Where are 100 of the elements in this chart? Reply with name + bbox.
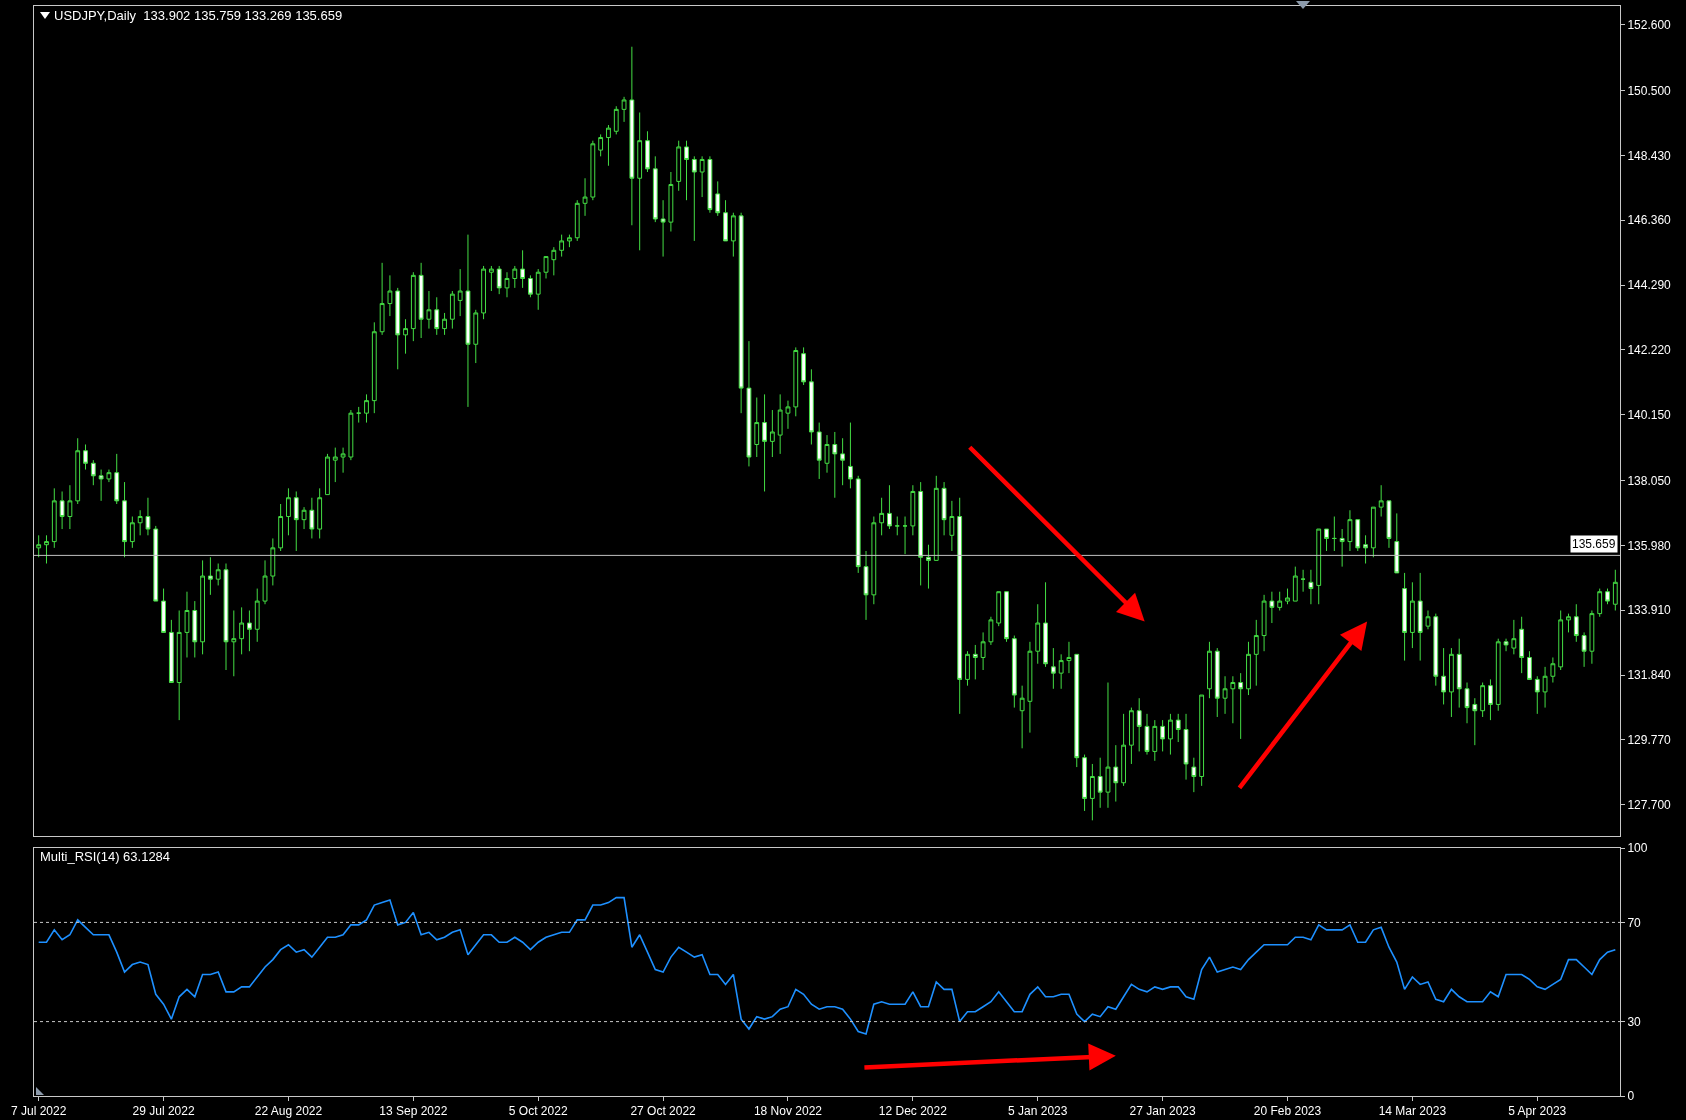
- candlestick: [1183, 713, 1189, 781]
- candlestick: [442, 312, 447, 336]
- candlestick: [933, 475, 939, 561]
- candlestick: [481, 265, 486, 320]
- candlestick: [676, 140, 682, 192]
- candlestick: [1566, 613, 1571, 633]
- candlestick: [988, 616, 994, 646]
- candlestick: [972, 644, 978, 680]
- candlestick: [434, 296, 440, 336]
- candlestick: [1105, 682, 1111, 809]
- candlestick: [1019, 685, 1025, 749]
- candlestick: [1503, 638, 1509, 652]
- candlestick: [270, 537, 276, 586]
- candlestick: [1074, 653, 1080, 768]
- candlestick: [840, 437, 846, 486]
- candlestick: [1175, 713, 1181, 743]
- candlestick: [660, 199, 666, 258]
- candlestick: [1542, 666, 1548, 709]
- candlestick: [1043, 581, 1048, 668]
- candlestick: [1331, 516, 1337, 552]
- x-tick-label: 14 Mar 2023: [1378, 1104, 1447, 1119]
- candlestick: [965, 650, 970, 687]
- candlestick: [957, 497, 963, 715]
- candlestick: [1456, 638, 1462, 709]
- candlestick: [340, 447, 346, 474]
- candlestick: [379, 262, 385, 336]
- candlestick: [738, 212, 744, 414]
- candlestick: [1199, 694, 1205, 787]
- candlestick: [114, 453, 120, 505]
- y-tick-label: 152.600: [1627, 17, 1672, 32]
- candlestick: [1277, 591, 1283, 611]
- candlestick: [1589, 609, 1595, 665]
- candlestick: [1324, 528, 1329, 552]
- candlestick: [215, 563, 221, 586]
- candlestick: [1363, 534, 1368, 565]
- candlestick: [941, 481, 947, 536]
- candlestick: [1261, 594, 1267, 652]
- y-tick-label: 127.700: [1627, 797, 1672, 812]
- candlestick: [1230, 675, 1236, 724]
- candlestick: [1386, 500, 1392, 549]
- x-tick-label: 29 Jul 2022: [132, 1104, 195, 1119]
- y-tick-label: 144.290: [1627, 278, 1672, 293]
- candlestick: [168, 619, 174, 684]
- candlestick: [231, 609, 237, 677]
- x-tick-label: 5 Oct 2022: [508, 1104, 568, 1119]
- y-tick-label: 0: [1627, 1089, 1635, 1104]
- candlestick: [926, 544, 931, 590]
- candlestick: [1011, 635, 1017, 709]
- candlestick: [824, 434, 830, 474]
- candlestick: [582, 177, 588, 217]
- candlestick: [621, 96, 627, 123]
- candlestick: [1152, 719, 1158, 762]
- y-tick-label: 148.430: [1627, 148, 1672, 163]
- candlestick: [629, 46, 635, 226]
- x-tick-label: 12 Dec 2022: [878, 1104, 948, 1119]
- candlestick: [1097, 757, 1103, 809]
- x-tick-label: 7 Jul 2022: [10, 1104, 67, 1119]
- y-tick-label: 70: [1627, 915, 1642, 930]
- candlestick: [793, 346, 799, 417]
- candlestick: [1339, 528, 1345, 568]
- candlestick: [520, 249, 526, 289]
- candlestick: [301, 506, 307, 530]
- candlestick: [691, 155, 697, 242]
- candlestick: [254, 588, 260, 643]
- x-tick-label: 5 Apr 2023: [1508, 1104, 1567, 1119]
- candlestick: [426, 290, 432, 330]
- candlestick: [1394, 512, 1400, 574]
- candlestick: [1308, 569, 1314, 605]
- candlestick: [36, 534, 42, 558]
- x-tick-label: 22 Aug 2022: [254, 1104, 323, 1119]
- candlestick: [1519, 616, 1525, 674]
- candlestick: [410, 271, 416, 342]
- candlestick: [418, 262, 424, 339]
- candlestick: [1144, 713, 1150, 756]
- y-tick-label: 129.770: [1627, 733, 1672, 748]
- candlestick: [1191, 757, 1197, 793]
- candlestick: [1050, 647, 1056, 690]
- candlestick: [1121, 713, 1127, 787]
- candlestick: [1035, 603, 1041, 665]
- candlestick: [543, 256, 549, 279]
- candlestick: [590, 140, 596, 201]
- candlestick: [1573, 603, 1579, 643]
- candlestick: [1168, 713, 1173, 756]
- candlestick: [730, 212, 736, 258]
- candlestick: [1480, 682, 1486, 718]
- candlestick: [1417, 572, 1423, 662]
- candlestick: [387, 274, 393, 317]
- candlestick: [1222, 675, 1228, 715]
- candlestick: [325, 453, 330, 496]
- chart-title: USDJPY,Daily 133.902 135.759 133.269 135.659: [54, 7, 343, 23]
- candlestick: [801, 346, 806, 386]
- candlestick: [161, 588, 166, 633]
- candlestick: [504, 271, 510, 298]
- candlestick: [785, 400, 791, 430]
- candlestick: [1527, 650, 1532, 680]
- x-tick-label: 18 Nov 2022: [753, 1104, 823, 1119]
- line-series: [37, 896, 1617, 1035]
- candlestick: [1464, 682, 1470, 724]
- candlestick: [652, 155, 658, 223]
- candlestick: [746, 340, 752, 467]
